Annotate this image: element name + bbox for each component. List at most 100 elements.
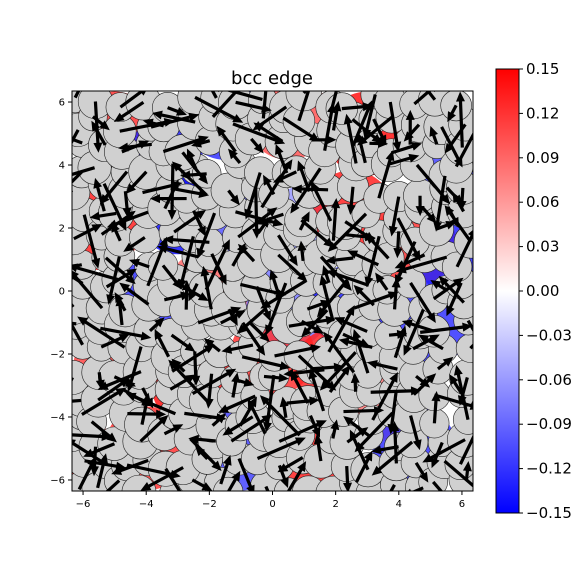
displacement-arrow	[119, 91, 147, 109]
displacement-arrow	[330, 91, 338, 108]
x-tick-label: −6	[76, 499, 91, 510]
y-tick-label: 2	[59, 224, 65, 235]
displacement-arrow	[140, 466, 184, 491]
displacement-arrow	[182, 280, 192, 310]
displacement-arrow	[343, 416, 370, 437]
displacement-arrow	[414, 461, 429, 483]
displacement-arrow	[319, 274, 335, 322]
displacement-arrow	[430, 280, 447, 292]
displacement-arrow	[321, 265, 331, 284]
displacement-arrow	[369, 139, 389, 149]
displacement-arrow	[277, 253, 308, 282]
displacement-arrow	[272, 170, 298, 183]
displacement-arrow	[256, 437, 306, 460]
displacement-arrow	[169, 374, 196, 391]
displacement-arrow	[395, 255, 448, 274]
displacement-arrow	[279, 396, 289, 418]
displacement-arrow	[401, 319, 435, 333]
displacement-arrow	[192, 210, 206, 237]
displacement-arrow	[446, 282, 463, 317]
displacement-arrow	[343, 406, 385, 416]
displacement-arrow	[262, 174, 276, 196]
displacement-arrow	[174, 493, 192, 526]
displacement-arrow	[388, 329, 408, 339]
displacement-arrow	[431, 480, 444, 491]
displacement-arrow	[371, 445, 399, 455]
displacement-arrow	[123, 236, 146, 252]
displacement-arrow	[77, 456, 96, 491]
displacement-arrow	[204, 373, 214, 409]
atom-layer	[72, 91, 473, 491]
y-tick-label: 0	[59, 287, 65, 298]
displacement-arrow	[211, 91, 239, 118]
displacement-arrow	[341, 102, 373, 112]
displacement-arrow	[422, 438, 466, 463]
displacement-arrow	[372, 118, 387, 146]
displacement-arrow	[433, 393, 473, 410]
displacement-arrow	[346, 186, 356, 215]
displacement-arrow	[252, 105, 288, 131]
displacement-arrow	[93, 177, 106, 212]
displacement-arrow	[301, 309, 329, 338]
displacement-arrow	[328, 364, 351, 393]
displacement-arrow	[72, 263, 119, 281]
displacement-arrow	[210, 91, 218, 99]
displacement-arrow	[405, 109, 415, 145]
displacement-arrow	[350, 372, 360, 392]
displacement-arrow	[338, 337, 373, 349]
x-tick-label: 0	[269, 499, 275, 510]
displacement-arrow	[362, 94, 377, 140]
displacement-arrow	[330, 419, 340, 439]
displacement-arrow	[203, 338, 221, 353]
y-axis: −6 −4 −2 0 2 4 6	[50, 98, 72, 486]
displacement-arrow	[444, 123, 467, 154]
displacement-arrow	[255, 285, 271, 322]
x-tick-label: 4	[396, 499, 402, 510]
displacement-arrow	[194, 445, 209, 461]
displacement-arrow	[462, 460, 472, 480]
atom-marker	[449, 359, 473, 396]
displacement-arrow	[403, 308, 425, 356]
x-axis: −6 −4 −2 0 2 4 6	[76, 491, 465, 510]
displacement-arrow	[111, 458, 149, 475]
displacement-arrow	[306, 299, 331, 311]
x-tick-label: −4	[139, 499, 154, 510]
displacement-arrow	[307, 490, 308, 491]
colorbar-tick-label: 0.15	[526, 60, 559, 78]
displacement-arrow	[351, 100, 373, 147]
displacement-arrow	[302, 91, 308, 95]
displacement-arrow	[163, 235, 210, 245]
displacement-arrow	[72, 166, 96, 177]
displacement-arrow	[388, 101, 402, 153]
atom-marker	[440, 91, 472, 122]
displacement-arrow	[93, 101, 103, 153]
displacement-arrow	[106, 256, 121, 305]
displacement-arrow	[97, 370, 142, 390]
displacement-arrow	[352, 328, 370, 374]
displacement-arrow	[236, 308, 266, 334]
displacement-arrow	[353, 291, 399, 310]
displacement-arrow	[237, 243, 256, 263]
colorbar-tick-label: −0.03	[526, 326, 572, 344]
displacement-arrow	[167, 163, 177, 221]
displacement-arrow	[420, 205, 437, 224]
colorbar-ticks: 0.15 0.12 0.09 0.06 0.03 0.00 −0.03 −0.06 −0.09 −…	[519, 60, 572, 522]
displacement-arrow	[457, 187, 467, 211]
displacement-arrow	[355, 450, 373, 483]
displacement-arrow	[297, 91, 311, 122]
displacement-arrow	[297, 240, 307, 262]
chart-title: bcc edge	[231, 68, 313, 89]
displacement-arrow	[355, 132, 367, 164]
displacement-arrow	[456, 91, 465, 148]
displacement-arrow	[196, 212, 217, 259]
displacement-arrow	[443, 459, 473, 488]
displacement-arrow	[125, 392, 177, 416]
displacement-arrow	[83, 442, 116, 458]
displacement-arrow	[170, 186, 210, 198]
displacement-arrow	[82, 214, 101, 269]
displacement-arrow	[237, 457, 255, 491]
displacement-arrow	[334, 317, 368, 333]
y-tick-label: −6	[50, 475, 65, 486]
displacement-arrow	[429, 125, 439, 145]
displacement-arrow	[311, 135, 337, 145]
